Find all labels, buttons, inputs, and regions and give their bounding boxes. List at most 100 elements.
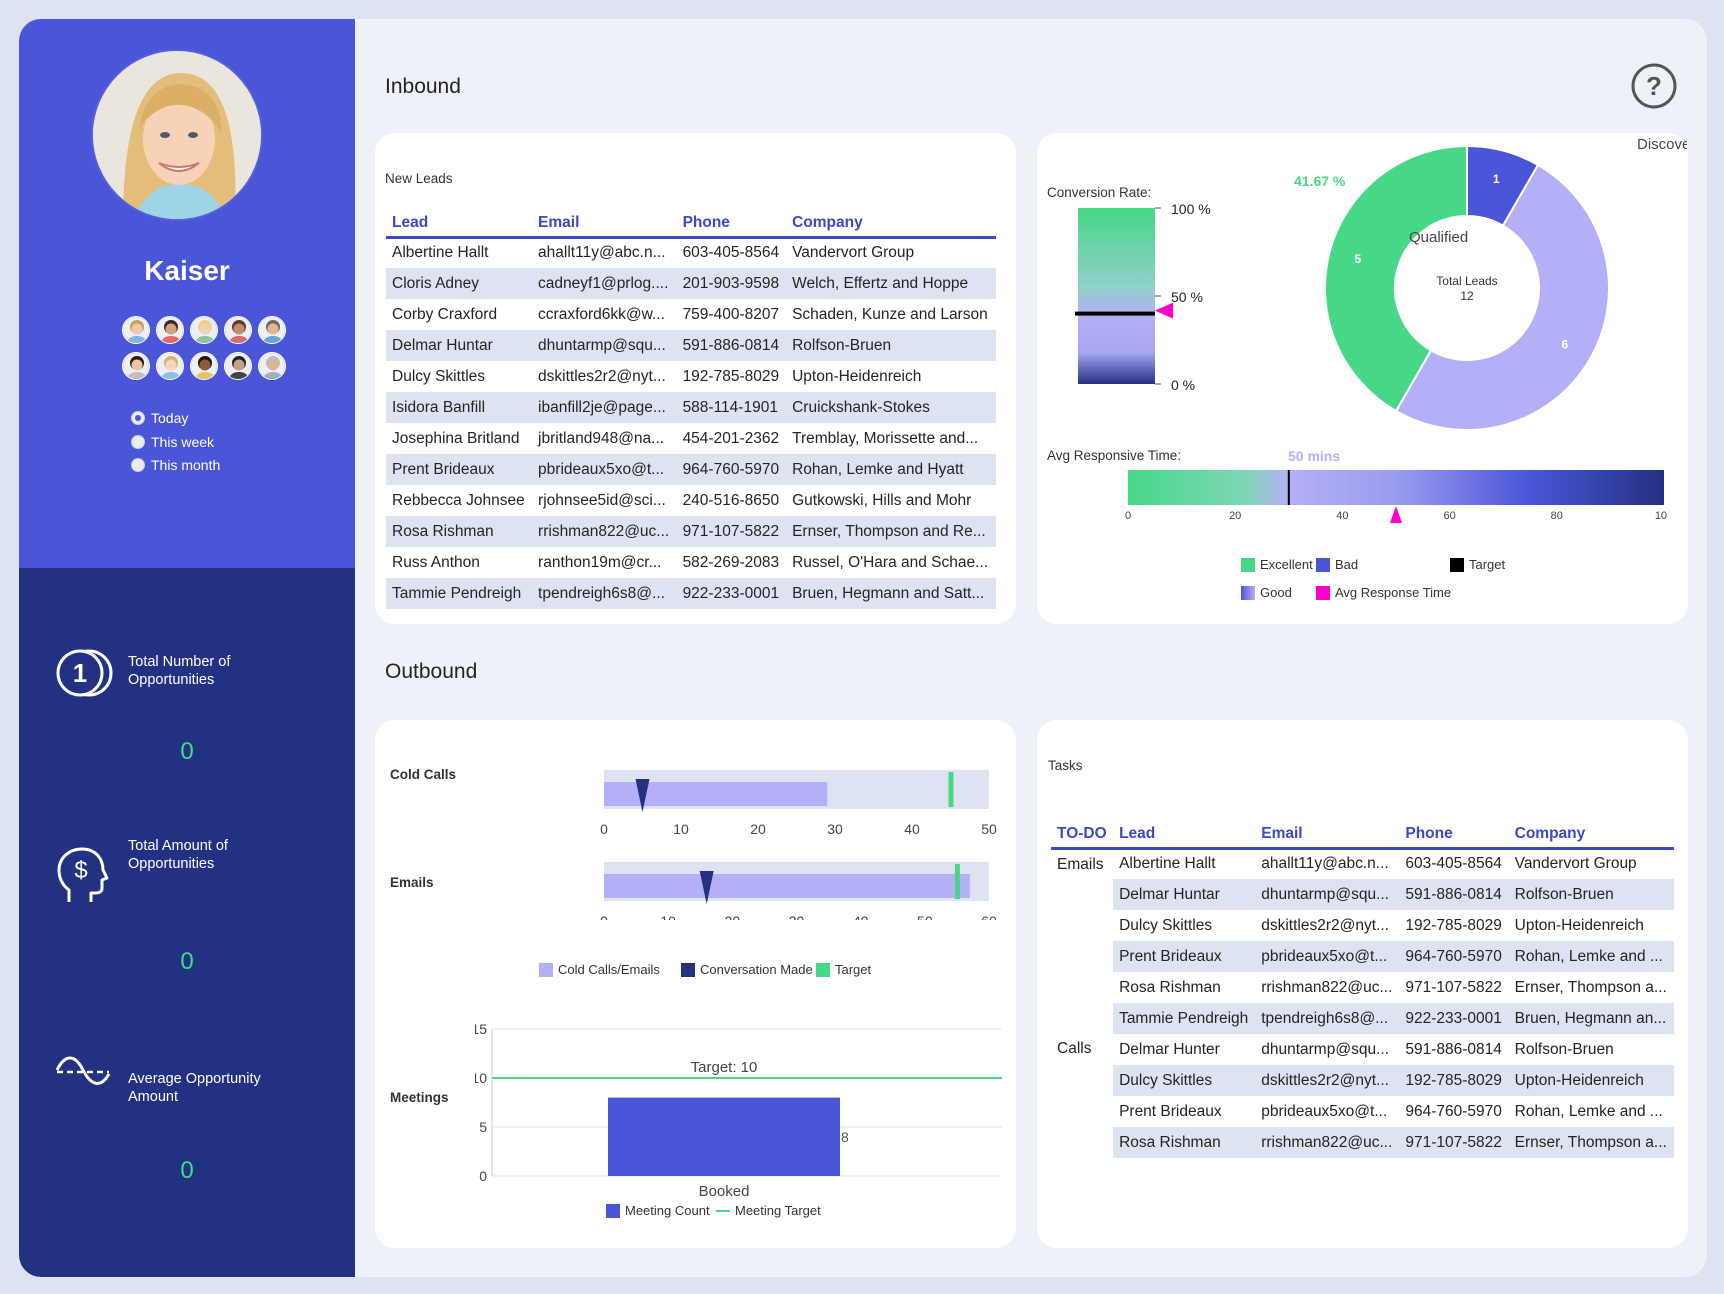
table-row[interactable]: Russ Anthon ranthon19m@cr... 582-269-2083 R… <box>386 547 996 578</box>
col-lead[interactable]: Lead <box>386 211 533 239</box>
radio-this-week[interactable] <box>131 435 145 449</box>
radio-today[interactable] <box>131 411 145 425</box>
kpi-total-amount-value: 0 <box>180 948 194 975</box>
legend-target-text: Target <box>1469 557 1506 572</box>
col-phone[interactable]: Phone <box>676 211 787 239</box>
table-cell: ccraxford6kk@w... <box>538 305 665 323</box>
radio-this-month[interactable] <box>131 458 145 472</box>
legend-cold-calls-emails-swatch <box>539 962 553 977</box>
table-row[interactable]: Cloris Adney cadneyf1@prlog.... 201-903-95… <box>386 268 996 299</box>
table-row[interactable]: Rebbecca Johnsee rjohnsee5id@sci... 240-51… <box>386 485 996 516</box>
table-row[interactable]: Delmar Huntar dhuntarmp@squ... 591-886-081… <box>386 330 996 361</box>
legend-good-text: Good <box>1260 585 1292 600</box>
table-cell: pbrideaux5xo@t... <box>1261 1102 1388 1120</box>
col-email[interactable]: Email <box>532 211 677 239</box>
table-cell: Tammie Pendreigh <box>386 578 533 609</box>
table-row[interactable]: Corby Craxford ccraxford6kk@w... 759-400-8… <box>386 299 996 330</box>
response-range-bar <box>1128 470 1664 505</box>
table-row[interactable]: Calls Delmar Hunter dhuntarmp@squ... 591-88… <box>1051 1034 1674 1065</box>
table-row[interactable]: Prent Brideaux pbrideaux5xo@t... 964-760-5… <box>1051 1096 1674 1127</box>
conversion-card: Conversion Rate: 41.67 % 100 % 50 % 0 % <box>1037 133 1688 624</box>
meetings-bar-booked[interactable] <box>608 1097 840 1176</box>
col-todo[interactable]: TO-DO <box>1051 822 1114 850</box>
kpi-average-amount-label: Average Opportunity Amount <box>128 1071 261 1105</box>
col-task-phone[interactable]: Phone <box>1399 822 1509 850</box>
donut-slice-qualified[interactable] <box>1324 144 1468 413</box>
kpi-total-number-value: 0 <box>180 738 194 765</box>
new-leads-header-row: Lead Email Phone Company <box>386 211 996 239</box>
legend-good: Good <box>1241 585 1292 600</box>
legend-meeting-count: Meeting Count <box>606 1203 710 1218</box>
meetings-bar-value: 8 <box>841 1129 849 1145</box>
table-cell: Vandervort Group <box>792 244 915 262</box>
table-row[interactable]: Tammie Pendreigh tpendreigh6s8@... 922-233… <box>386 578 996 609</box>
bullet-value-bar[interactable] <box>604 874 970 898</box>
col-task-lead[interactable]: Lead <box>1113 822 1256 850</box>
team-member-avatar[interactable] <box>190 352 218 380</box>
table-row[interactable]: Isidora Banfill ibanfill2je@page... 588-11… <box>386 392 996 423</box>
table-row[interactable]: Josephina Britland jbritland948@na... 454-… <box>386 423 996 454</box>
col-task-email[interactable]: Email <box>1255 822 1400 850</box>
table-cell: 971-107-5822 <box>1405 978 1502 996</box>
legend-conversation-made-swatch <box>681 962 695 977</box>
avg-response-value: 50 mins <box>1288 448 1341 464</box>
table-row[interactable]: Tammie Pendreigh tpendreigh6s8@... 922-233… <box>1051 1003 1674 1034</box>
table-row[interactable]: Dulcy Skittles dskittles2r2@nyt... 192-785… <box>1051 1065 1674 1096</box>
team-member-avatar[interactable] <box>156 352 184 380</box>
table-cell: 922-233-0001 <box>1399 1003 1509 1034</box>
team-member-avatar[interactable] <box>258 352 286 380</box>
svg-text:1: 1 <box>73 658 87 688</box>
table-row[interactable]: Delmar Huntar dhuntarmp@squ... 591-886-081… <box>1051 879 1674 910</box>
new-leads-label: New Leads <box>385 171 453 186</box>
table-row[interactable]: Prent Brideaux pbrideaux5xo@t... 964-760-5… <box>386 454 996 485</box>
filter-today[interactable]: Today <box>131 410 188 426</box>
conversion-value: 41.67 % <box>1294 173 1346 189</box>
table-row[interactable]: Prent Brideaux pbrideaux5xo@t... 964-760-5… <box>1051 941 1674 972</box>
team-member-avatar[interactable] <box>224 316 252 344</box>
table-row[interactable]: Rosa Rishman rrishman822@uc... 971-107-582… <box>1051 972 1674 1003</box>
donut-slice-disqualified[interactable] <box>1394 163 1610 431</box>
bullet-tick-label: 0 <box>600 913 608 920</box>
team-member-avatar[interactable] <box>224 352 252 380</box>
table-cell <box>1051 910 1114 941</box>
table-cell: Rosa Rishman <box>1119 978 1221 996</box>
table-cell: Welch, Effertz and Hoppe <box>786 268 996 299</box>
table-row[interactable]: Rosa Rishman rrishman822@uc... 971-107-582… <box>1051 1127 1674 1158</box>
bullet-tick-label: 30 <box>827 821 843 837</box>
filter-this-week[interactable]: This week <box>131 434 214 450</box>
legend-avg-response-swatch <box>1316 585 1330 600</box>
team-member-avatar[interactable] <box>122 316 150 344</box>
meetings-target-label: Target: 10 <box>691 1059 758 1076</box>
team-member-avatar[interactable] <box>156 316 184 344</box>
table-cell: Isidora Banfill <box>386 392 533 423</box>
team-member-avatar[interactable] <box>258 316 286 344</box>
table-row[interactable]: Albertine Hallt ahallt11y@abc.n... 603-405… <box>386 237 996 268</box>
legend-meeting-target: Meeting Target <box>716 1203 821 1218</box>
donut-slice-value: 6 <box>1562 338 1569 352</box>
bullet-tick-label: 30 <box>789 913 805 920</box>
table-cell: Rosa Rishman <box>386 516 533 547</box>
col-task-company[interactable]: Company <box>1508 822 1674 850</box>
col-company[interactable]: Company <box>786 211 996 239</box>
bullet-tick-label: 10 <box>660 913 676 920</box>
legend-conversation-made-text: Conversation Made <box>700 962 813 977</box>
table-row[interactable]: Emails Albertine Hallt ahallt11y@abc.n... 6… <box>1051 848 1674 879</box>
table-row[interactable]: Rosa Rishman rrishman822@uc... 971-107-582… <box>386 516 996 547</box>
donut-center-label: Total Leads <box>1436 274 1497 288</box>
table-cell: Vandervort Group <box>1514 855 1637 873</box>
meetings-y-tick: 0 <box>479 1168 487 1184</box>
team-member-avatar[interactable] <box>122 352 150 380</box>
team-member-avatar[interactable] <box>190 316 218 344</box>
table-row[interactable]: Dulcy Skittles dskittles2r2@nyt... 192-785… <box>386 361 996 392</box>
svg-text:?: ? <box>1646 71 1662 101</box>
table-cell: rjohnsee5id@sci... <box>538 491 666 509</box>
table-row[interactable]: Dulcy Skittles dskittles2r2@nyt... 192-785… <box>1051 910 1674 941</box>
filter-this-month[interactable]: This month <box>131 457 220 473</box>
table-cell: 971-107-5822 <box>1399 1127 1509 1158</box>
bullet-tick-label: 40 <box>904 821 920 837</box>
table-cell: ranthon19m@cr... <box>538 553 662 571</box>
table-cell: Bruen, Hegmann an... <box>1508 1003 1674 1034</box>
bullet-target-mark <box>948 772 954 807</box>
table-cell: Bruen, Hegmann and Satt... <box>786 578 996 609</box>
help-icon[interactable]: ? <box>1631 63 1677 109</box>
